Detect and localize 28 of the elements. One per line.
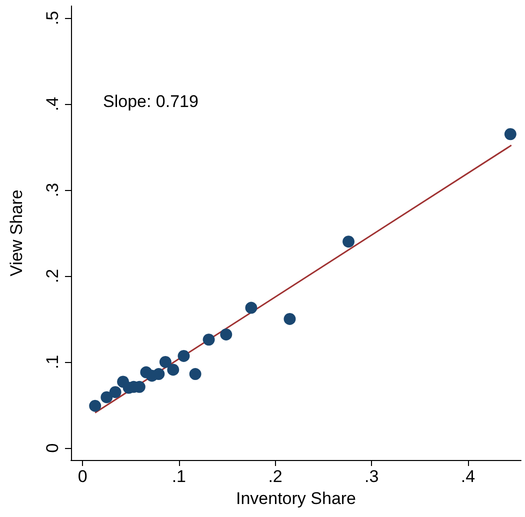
point: [109, 386, 122, 398]
x-tick-label: .4: [460, 467, 476, 486]
x-tick-label: .3: [364, 467, 379, 486]
y-tick-label: .3: [43, 182, 62, 198]
point: [504, 128, 516, 140]
point: [159, 356, 172, 368]
annotation: Slope: 0.719: [103, 92, 198, 111]
x-tick-label: 0: [78, 467, 88, 486]
y-axis-title: View Share: [7, 190, 26, 276]
x-tick-label: .1: [172, 467, 186, 486]
y-tick-label: 0: [43, 443, 62, 453]
point: [89, 400, 102, 412]
y-tick-label: .4: [43, 96, 62, 112]
point: [189, 368, 202, 380]
x-tick-label: .2: [268, 467, 282, 486]
point: [220, 328, 232, 340]
point: [342, 236, 355, 248]
x-axis-title: Inventory Share: [236, 489, 356, 508]
point: [100, 391, 113, 404]
point: [284, 312, 296, 325]
point: [178, 350, 190, 362]
point: [167, 364, 180, 376]
point: [245, 302, 258, 314]
point: [152, 368, 165, 380]
y-tick-label: .1: [43, 354, 62, 370]
y-tick-label: .5: [43, 10, 62, 26]
y-tick-label: .2: [43, 268, 62, 284]
point: [202, 334, 215, 346]
